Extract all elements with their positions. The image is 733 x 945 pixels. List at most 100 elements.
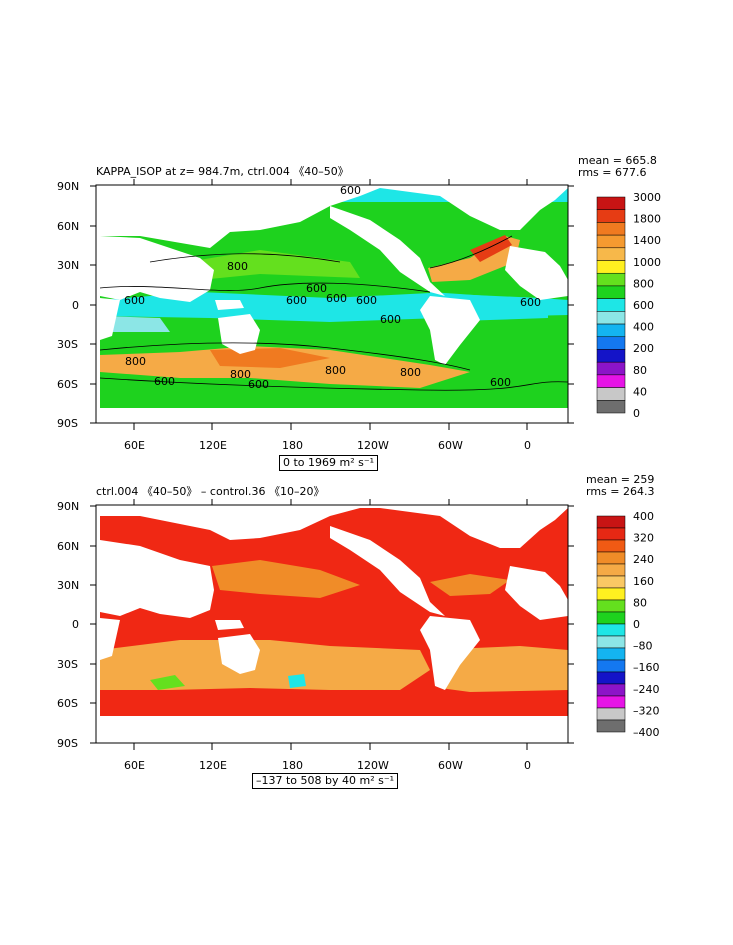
- colorbar-swatch: [596, 707, 626, 721]
- contour-label: 600: [326, 292, 347, 305]
- colorbar-swatch: [596, 515, 626, 529]
- colorbar-swatch: [596, 695, 626, 709]
- panel1-contour-1: [99, 282, 431, 293]
- panel1-mean: mean = 665.8: [578, 154, 657, 167]
- contour-label: 600: [286, 294, 307, 307]
- lon-label: 120W: [357, 439, 389, 452]
- colorbar-label: 1400: [633, 234, 661, 247]
- colorbar-swatch: [596, 659, 626, 673]
- contour-label: 800: [230, 368, 251, 381]
- colorbar-swatch: [596, 563, 626, 577]
- lat-label: 90N: [57, 180, 79, 193]
- colorbar-swatch: [596, 387, 626, 401]
- colorbar-label: –240: [633, 683, 660, 696]
- panel2-southern-band: [100, 640, 430, 690]
- colorbar-swatch: [596, 222, 626, 236]
- colorbar-swatch: [596, 575, 626, 589]
- colorbar-label: –160: [633, 661, 660, 674]
- panel2-map: [95, 504, 569, 744]
- panel1-greenland: [380, 188, 568, 230]
- panel1-asia-south: [100, 236, 214, 302]
- colorbar-label: 0: [633, 407, 640, 420]
- lon-label: 0: [524, 759, 531, 772]
- lon-label: 120E: [199, 759, 227, 772]
- colorbar-swatch: [596, 635, 626, 649]
- panel1-europe-africa-north: [505, 246, 568, 300]
- panel1-indian-band: [100, 316, 170, 332]
- lon-label: 120W: [357, 759, 389, 772]
- colorbar-swatch: [596, 551, 626, 565]
- colorbar-swatch: [596, 349, 626, 363]
- lat-label: 90S: [57, 417, 78, 430]
- colorbar-label: 40: [633, 385, 647, 398]
- panel2-natl-gyre: [430, 574, 510, 596]
- colorbar-swatch: [596, 599, 626, 613]
- colorbar-label: 800: [633, 277, 654, 290]
- panel2-indonesia: [215, 620, 244, 630]
- colorbar-swatch: [596, 209, 626, 223]
- colorbar-label: –400: [633, 726, 660, 739]
- contour-label: 800: [325, 364, 346, 377]
- lat-label: 30S: [57, 338, 78, 351]
- panel1-eurasia: [100, 188, 380, 248]
- colorbar-label: 400: [633, 510, 654, 523]
- contour-label: 600: [124, 294, 145, 307]
- contour-label: 600: [380, 313, 401, 326]
- colorbar-swatch: [596, 400, 626, 414]
- panel2-south-america: [420, 616, 480, 690]
- colorbar-swatch: [596, 196, 626, 210]
- colorbar-label: 0: [633, 618, 640, 631]
- colorbar-label: –320: [633, 704, 660, 717]
- panel1-contour-5: [429, 235, 513, 269]
- contour-label: 600: [520, 296, 541, 309]
- contour-label: 800: [125, 355, 146, 368]
- panel1-africa-south: [100, 298, 120, 340]
- colorbar-swatch: [596, 260, 626, 274]
- colorbar-swatch: [596, 587, 626, 601]
- colorbar-label: –80: [633, 640, 653, 653]
- panel1-title: KAPPA_ISOP at z= 984.7m, ctrl.004 《40–50…: [96, 165, 349, 178]
- colorbar-swatch: [596, 298, 626, 312]
- panel2-greenland: [380, 508, 568, 548]
- panel2-europe-africa-north: [505, 566, 568, 620]
- colorbar-swatch: [596, 719, 626, 733]
- panel1-indonesia: [215, 300, 244, 310]
- panel2-colorbar: 400 320 240 160 80 0 –80 –160 –240 –320 –400: [596, 510, 660, 739]
- colorbar-label: 240: [633, 553, 654, 566]
- lat-label: 90S: [57, 737, 78, 750]
- contour-label: 600: [340, 184, 361, 197]
- panel2-range-box: –137 to 508 by 40 m² s⁻¹: [252, 773, 399, 789]
- colorbar-label: 80: [633, 596, 647, 609]
- colorbar-label: 320: [633, 532, 654, 545]
- panel1-australia: [218, 314, 260, 354]
- contour-label: 600: [306, 282, 327, 295]
- panel1-contour-labels: 800 600 600 600 600 600 600 600 600 800 …: [124, 184, 541, 391]
- lat-label: 30N: [57, 259, 79, 272]
- colorbar-swatch: [596, 272, 626, 287]
- panel2-cyan-patch: [288, 674, 306, 688]
- panel2-rms: rms = 264.3: [586, 485, 655, 498]
- contour-label: 600: [248, 378, 269, 391]
- colorbar-swatch: [596, 374, 626, 388]
- lon-label: 60W: [438, 759, 463, 772]
- contour-label: 600: [154, 375, 175, 388]
- panel1-map: 800 600 600 600 600 600 600 600 600 800 …: [95, 184, 569, 424]
- colorbar-swatch: [596, 539, 626, 553]
- lat-label: 90N: [57, 500, 79, 513]
- panel2-antarctica: [100, 716, 568, 738]
- panel1-south-america: [420, 296, 480, 365]
- lat-label: 0: [72, 299, 79, 312]
- lat-label: 0: [72, 618, 79, 631]
- panel2-africa-south: [100, 618, 120, 660]
- panel1-frame: [95, 184, 569, 424]
- colorbar-swatch: [596, 336, 626, 350]
- lat-label: 60S: [57, 378, 78, 391]
- colorbar-label: 1800: [633, 213, 661, 226]
- panel1-axes: 90N 60N 30N 0 30S 60S 90S 60E 120E 180 1…: [57, 179, 574, 452]
- panel2-asia-south: [100, 540, 214, 618]
- colorbar-swatch: [596, 285, 626, 299]
- lat-label: 60S: [57, 697, 78, 710]
- panel1-range-box: 0 to 1969 m² s⁻¹: [279, 455, 379, 471]
